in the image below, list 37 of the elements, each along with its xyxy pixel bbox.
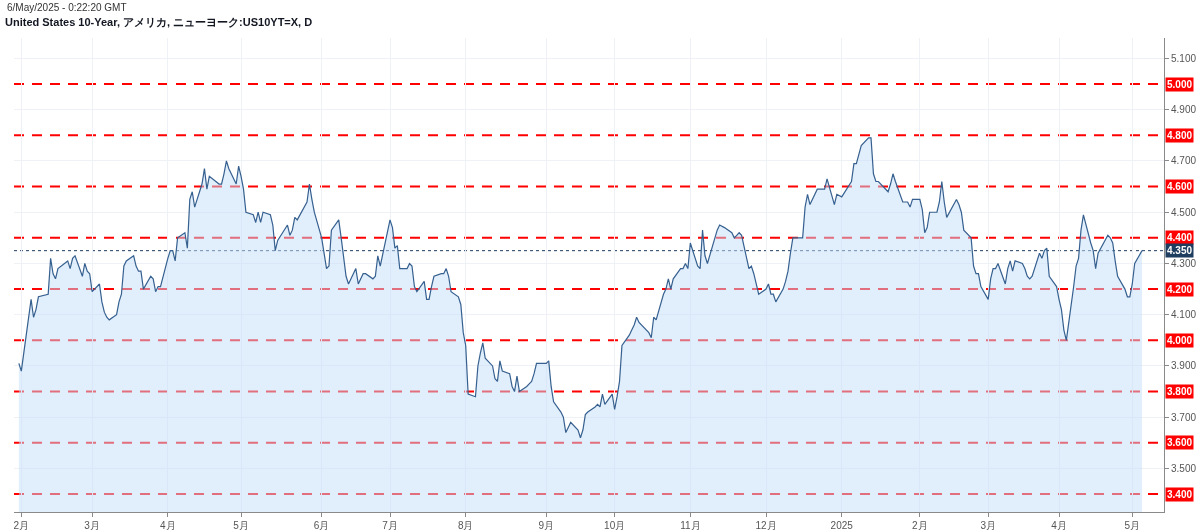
x-tick-label: 3月 <box>980 520 996 530</box>
x-tick-label: 2025 <box>830 520 854 530</box>
x-tick-label: 7月 <box>382 520 398 530</box>
x-tick-label: 4月 <box>1051 520 1067 530</box>
x-tick-label: 10月 <box>604 520 626 530</box>
x-tick-label: 8月 <box>457 520 474 530</box>
x-tick-label: 5月 <box>233 520 249 530</box>
x-tick-label: 9月 <box>538 520 555 530</box>
ref-line-label: 4.600 <box>1167 181 1193 192</box>
y-tick-label: 3.500 <box>1171 462 1197 474</box>
ref-line-label: 5.000 <box>1167 79 1193 90</box>
ref-line-label: 4.800 <box>1167 130 1193 141</box>
x-tick-label: 4月 <box>160 520 176 530</box>
text: 6/May/2025 - 0:22:20 GMT <box>7 2 127 13</box>
ref-line-label: 4.350 <box>1167 245 1193 256</box>
chart-title: United States 10-Year, アメリカ, ニューヨーク:US10YT=X, D <box>5 15 313 28</box>
x-tick-label: 12月 <box>755 520 777 530</box>
ref-line-label: 3.800 <box>1167 386 1193 397</box>
x-tick-label: 5月 <box>1124 520 1141 530</box>
y-tick-label: 3.700 <box>1171 411 1197 423</box>
y-tick-label: 4.300 <box>1171 257 1197 269</box>
x-tick-label: 2月 <box>912 520 928 530</box>
ref-line-label: 3.400 <box>1167 489 1193 500</box>
y-tick-label: 4.700 <box>1171 155 1197 167</box>
y-tick-label: 4.500 <box>1171 206 1197 218</box>
x-tick-label: 3月 <box>84 520 100 530</box>
ref-line-label: 4.400 <box>1167 232 1193 243</box>
x-tick-label: 2月 <box>13 520 30 530</box>
y-tick-label: 4.900 <box>1171 104 1197 116</box>
ref-line-label: 3.600 <box>1167 437 1193 448</box>
ref-line-label: 4.200 <box>1167 284 1193 295</box>
y-tick-label: 5.100 <box>1171 53 1197 64</box>
x-tick-label: 11月 <box>680 520 701 530</box>
ref-line-label: 4.000 <box>1167 335 1193 346</box>
x-tick-label: 6月 <box>313 520 330 530</box>
y-tick-label: 4.100 <box>1171 309 1197 321</box>
y-tick-label: 3.900 <box>1171 360 1197 372</box>
